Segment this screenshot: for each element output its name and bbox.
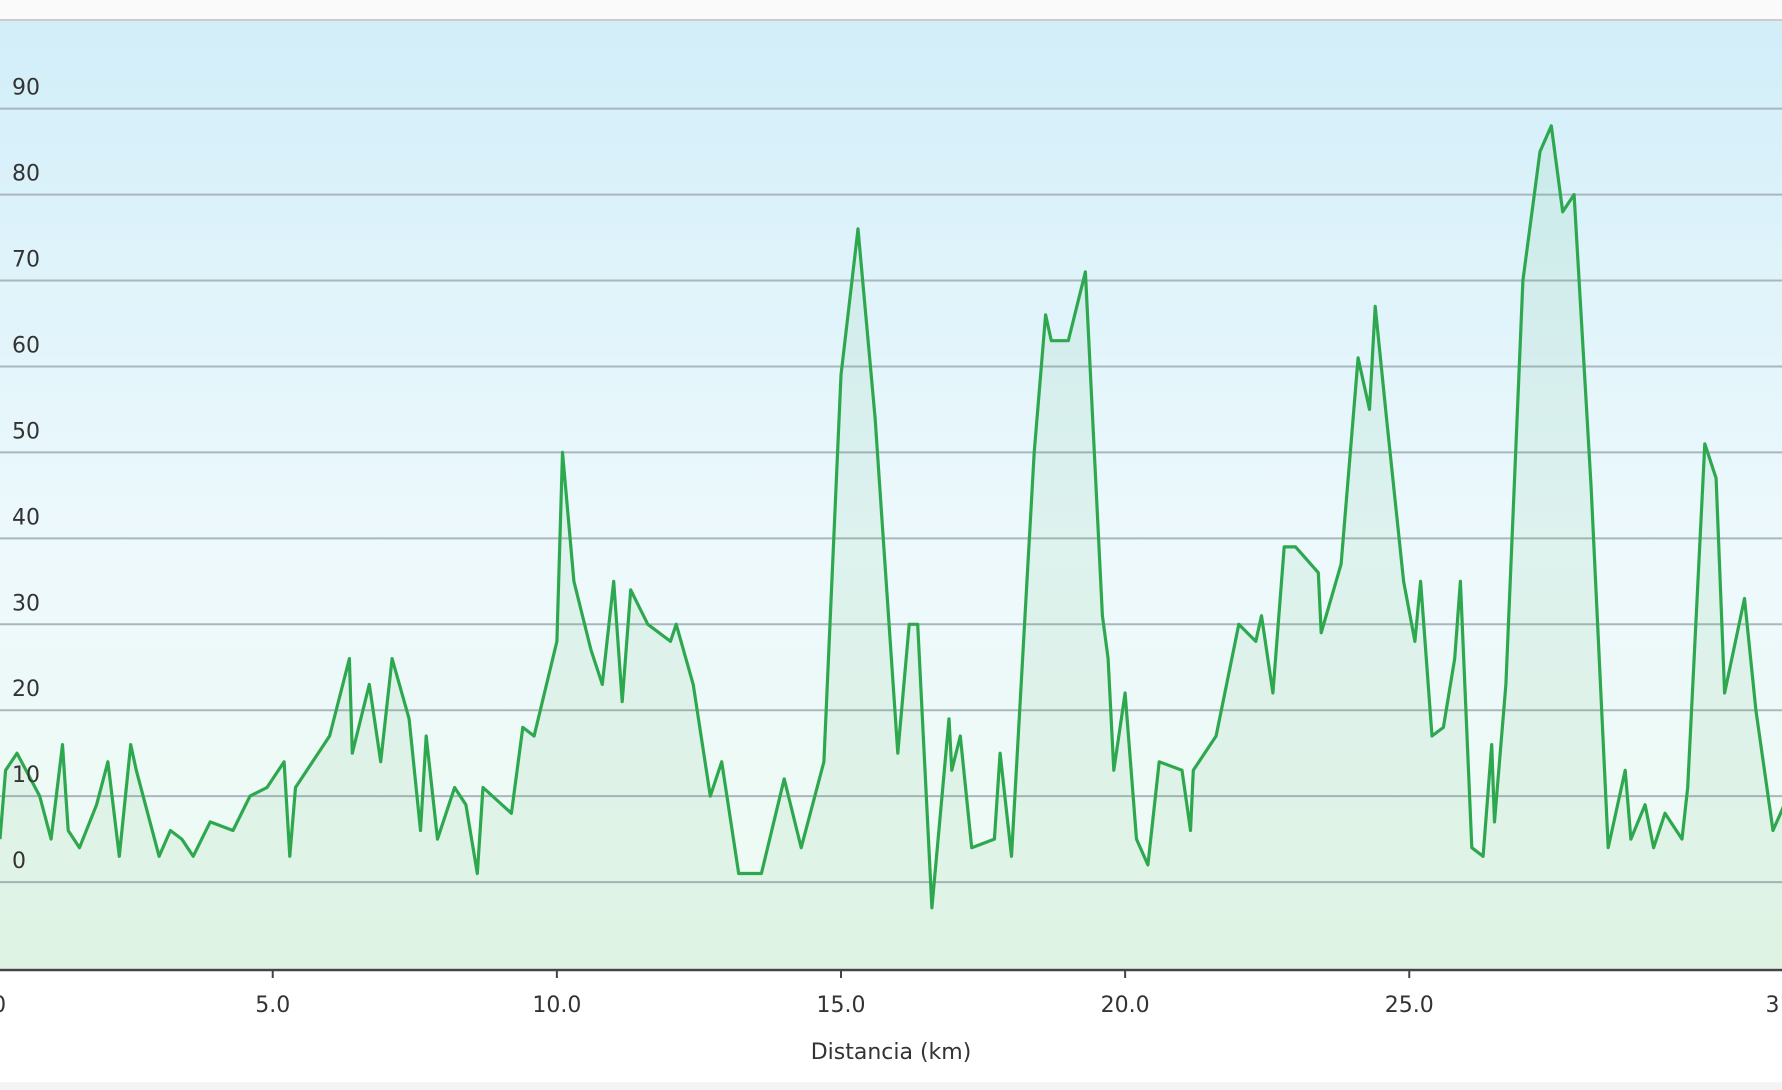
- y-tick-label: 90: [12, 76, 40, 101]
- x-tick-label: 20.0: [1101, 993, 1150, 1018]
- x-tick-label: 5.0: [255, 993, 290, 1018]
- x-tick-label: 15.0: [817, 993, 866, 1018]
- y-tick-label: 80: [12, 162, 40, 187]
- x-axis-title: Distancia (km): [811, 1040, 972, 1065]
- plot-area: [0, 107, 1782, 968]
- y-tick-label: 50: [12, 419, 40, 444]
- x-tick-label: 31.7: [1766, 993, 1782, 1018]
- y-tick-label: 10: [12, 763, 40, 788]
- x-tick-label: 0.0: [0, 993, 6, 1018]
- x-tick-label: 25.0: [1385, 993, 1434, 1018]
- y-tick-label: 20: [12, 677, 40, 702]
- top-strip: [0, 0, 1782, 20]
- y-tick-label: 70: [12, 248, 40, 273]
- y-tick-label: 0: [12, 849, 26, 874]
- y-tick-label: 30: [12, 591, 40, 616]
- y-tick-label: 40: [12, 505, 40, 530]
- line: [0, 124, 1782, 910]
- x-tick-label: 10.0: [532, 993, 581, 1018]
- area-fill: [0, 125, 1782, 968]
- bottom-strip: [0, 1082, 1782, 1090]
- y-tick-label: 60: [12, 333, 40, 358]
